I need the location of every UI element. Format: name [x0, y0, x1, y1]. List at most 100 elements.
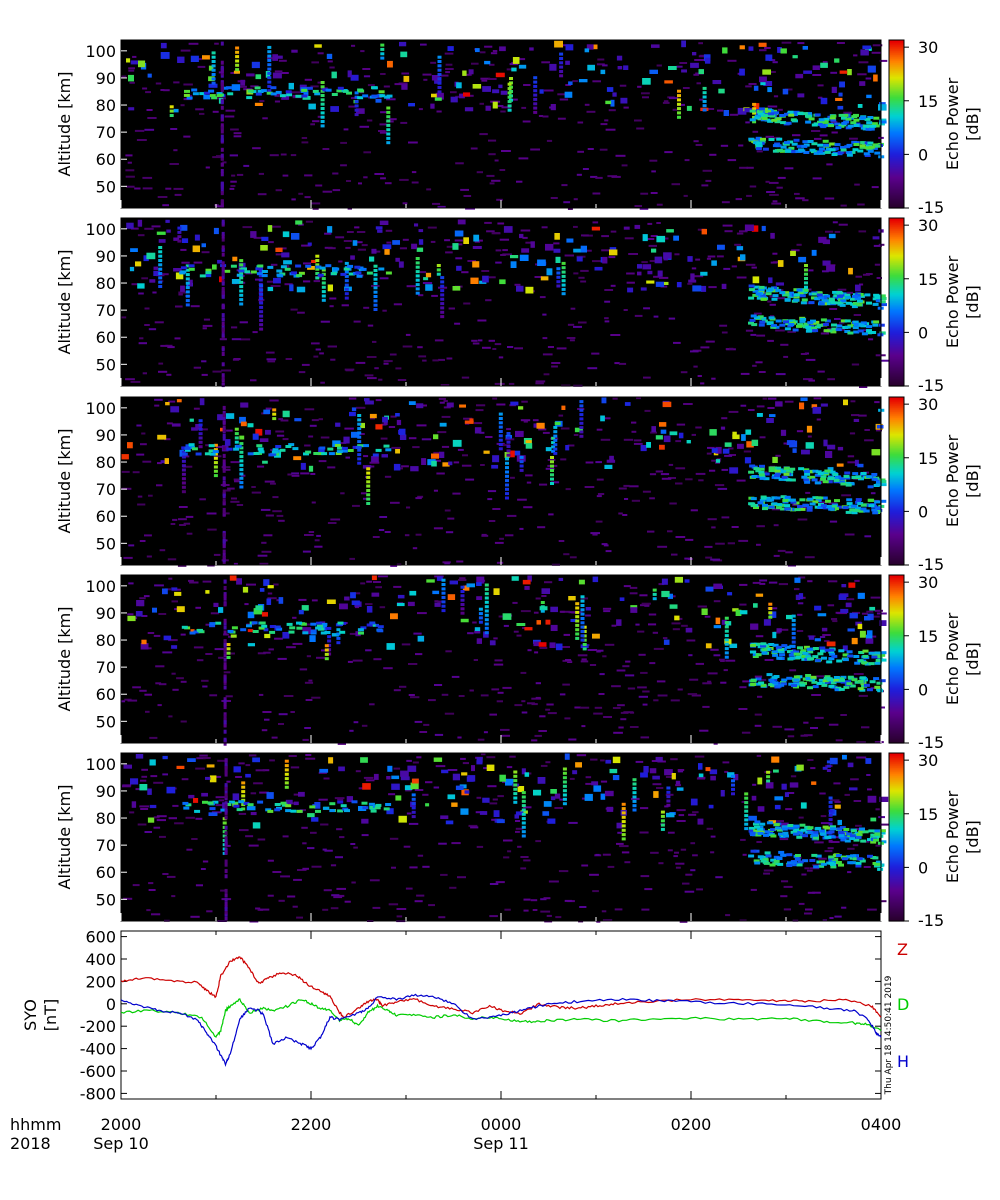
- echo-cell: [592, 80, 601, 83]
- echo-cell: [212, 264, 217, 270]
- echo-cell: [489, 802, 498, 805]
- echo-cell: [411, 171, 417, 174]
- echo-cell: [498, 412, 503, 416]
- echo-cell: [825, 451, 833, 458]
- echo-cell: [762, 69, 771, 75]
- echo-cell: [222, 512, 226, 517]
- echo-cell: [864, 429, 870, 431]
- echo-cell: [137, 503, 146, 506]
- y-tick-label: 80: [96, 453, 116, 472]
- echo-cell: [681, 69, 687, 73]
- echo-cell: [817, 120, 823, 124]
- echo-cell: [441, 583, 446, 586]
- colorbar-label: Echo Power: [943, 434, 962, 527]
- echo-cell: [858, 651, 865, 654]
- colorbar-bin: [889, 58, 904, 61]
- echo-cell: [760, 293, 767, 297]
- echo-cell: [604, 320, 610, 323]
- echo-cell: [752, 276, 760, 284]
- echo-cell: [496, 819, 505, 824]
- colorbar-bin: [889, 561, 904, 564]
- echo-cell: [302, 842, 307, 845]
- echo-cell: [277, 657, 287, 660]
- echo-cell: [656, 787, 664, 789]
- echo-cell: [440, 306, 445, 310]
- echo-cell: [148, 328, 157, 331]
- echo-cell: [456, 265, 462, 271]
- echo-cell: [862, 649, 869, 653]
- echo-cell: [515, 430, 524, 437]
- echo-cell: [385, 448, 392, 452]
- echo-cell: [839, 146, 846, 149]
- echo-cell: [713, 625, 721, 629]
- echo-cell: [545, 708, 551, 711]
- echo-cell: [378, 90, 385, 94]
- colorbar-bin: [889, 70, 904, 73]
- echo-cell: [522, 579, 531, 585]
- echo-cell: [787, 140, 794, 144]
- colorbar-bin: [889, 541, 904, 544]
- echo-cell: [561, 261, 566, 265]
- echo-cell: [384, 182, 392, 185]
- echo-cell: [828, 124, 834, 128]
- echo-cell: [642, 703, 648, 706]
- echo-cell: [152, 291, 157, 294]
- echo-cell: [484, 60, 491, 65]
- echo-cell: [449, 886, 457, 889]
- echo-cell: [871, 449, 881, 456]
- echo-cell: [205, 623, 212, 626]
- echo-cell: [804, 272, 808, 276]
- colorbar-bin: [889, 553, 904, 556]
- echo-cell: [817, 472, 824, 475]
- echo-cell: [758, 473, 765, 477]
- echo-cell: [740, 404, 747, 407]
- echo-cell: [575, 615, 580, 619]
- echo-cell: [540, 276, 549, 281]
- echo-cell: [800, 596, 806, 599]
- echo-cell: [356, 241, 363, 244]
- echo-cell: [507, 450, 515, 458]
- echo-cell: [772, 252, 778, 255]
- echo-cell: [252, 822, 261, 829]
- echo-cell: [324, 648, 329, 652]
- echo-cell: [484, 587, 489, 591]
- colorbar-bin: [889, 126, 904, 129]
- echo-cell: [221, 271, 225, 276]
- echo-cell: [393, 463, 401, 471]
- echo-cell: [337, 621, 344, 625]
- echo-cell: [144, 831, 152, 833]
- echo-cell: [839, 480, 846, 484]
- echo-cell: [223, 596, 227, 601]
- echo-cell: [623, 226, 630, 230]
- echo-cell: [344, 427, 354, 430]
- echo-cell: [760, 642, 767, 646]
- echo-cell: [255, 278, 262, 281]
- echo-cell: [314, 539, 320, 542]
- colorbar-bin: [889, 266, 904, 269]
- echo-cell: [831, 131, 838, 134]
- echo-cell: [818, 118, 825, 122]
- echo-cell: [173, 149, 178, 152]
- echo-cell: [651, 248, 657, 253]
- echo-cell: [814, 325, 821, 329]
- echo-cell: [561, 270, 566, 274]
- echo-cell: [561, 266, 566, 270]
- echo-cell: [485, 105, 491, 111]
- colorbar-bin: [889, 292, 904, 295]
- echo-cell: [555, 643, 563, 651]
- echo-cell: [575, 606, 580, 610]
- echo-cell: [832, 473, 839, 476]
- echo-cell: [311, 501, 316, 504]
- echo-cell: [540, 609, 545, 613]
- echo-cell: [688, 654, 693, 657]
- colorbar-bin: [889, 707, 904, 710]
- echo-cell: [767, 407, 775, 409]
- echo-cell: [567, 661, 573, 663]
- echo-cell: [873, 116, 880, 120]
- echo-cell: [291, 233, 300, 240]
- echo-cell: [496, 403, 506, 406]
- echo-cell: [817, 506, 824, 509]
- echo-cell: [238, 762, 245, 765]
- echo-cell: [744, 457, 752, 464]
- echo-cell: [616, 619, 622, 626]
